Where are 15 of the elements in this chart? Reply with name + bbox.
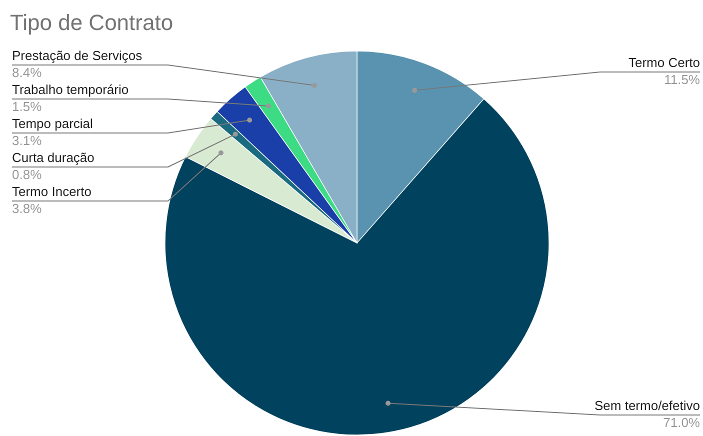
slice-label: Sem termo/efetivo bbox=[594, 398, 700, 413]
data-label: 11.5% bbox=[664, 72, 700, 87]
slice-label: Tempo parcial bbox=[12, 116, 94, 131]
data-label: 8.4% bbox=[12, 65, 42, 80]
chart-title: Tipo de Contrato bbox=[10, 10, 174, 35]
slice-label: Curta duração bbox=[12, 150, 94, 165]
slice-label: Termo Certo bbox=[628, 55, 700, 70]
data-label: 3.8% bbox=[12, 201, 42, 216]
slice-label: Termo Incerto bbox=[12, 184, 92, 199]
data-label: 71.0% bbox=[663, 415, 700, 430]
data-label: 3.1% bbox=[12, 133, 42, 148]
data-label: 1.5% bbox=[12, 99, 42, 114]
data-label: 0.8% bbox=[12, 167, 42, 182]
slice-label: Trabalho temporário bbox=[12, 82, 129, 97]
slice-label: Prestação de Serviços bbox=[12, 48, 143, 63]
